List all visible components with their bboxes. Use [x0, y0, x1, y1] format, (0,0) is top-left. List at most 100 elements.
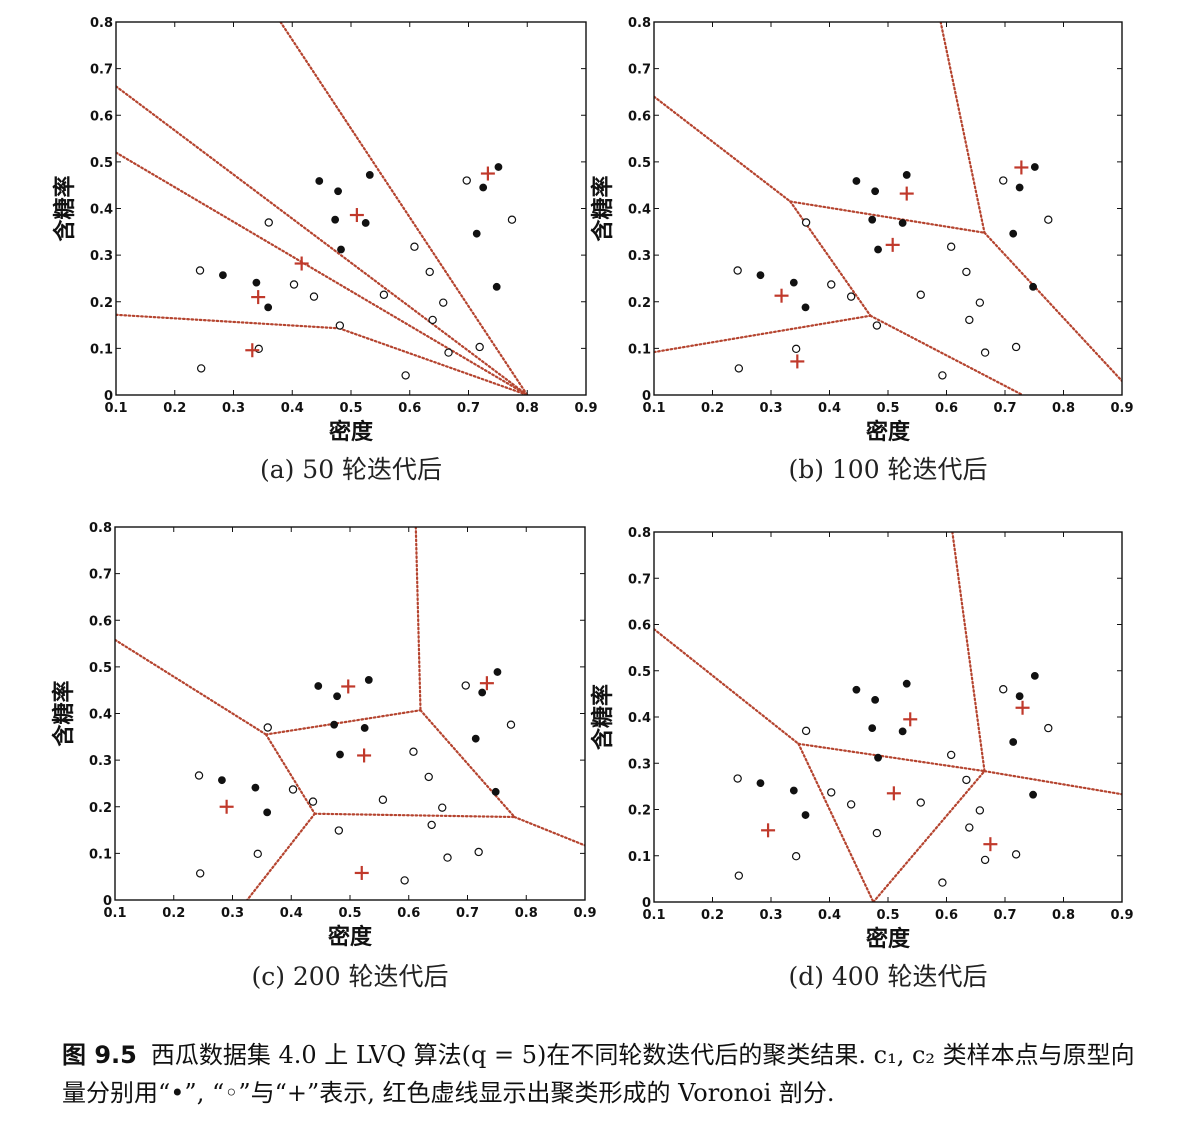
plot-frame [653, 531, 1123, 903]
x-tick-label: 0.7 [457, 401, 480, 416]
sample-point-c1 [462, 176, 471, 185]
sample-point-c1 [507, 215, 517, 224]
prototype-marker [774, 288, 789, 303]
sample-point-c1 [334, 826, 344, 835]
panel-title: (d) 400 轮迭代后 [788, 962, 987, 991]
y-tick-label: 0.2 [628, 804, 651, 819]
voronoi-edge [116, 151, 529, 395]
sample-point-c2 [868, 215, 877, 224]
sample-point-c1 [401, 371, 410, 380]
sample-point-c1 [965, 315, 974, 325]
prototype-marker [479, 676, 494, 691]
y-tick-label: 0.5 [628, 665, 651, 680]
sample-point-c1 [439, 298, 448, 307]
sample-point-c1 [379, 290, 389, 299]
sample-point-c2 [315, 177, 324, 185]
sample-point-c1 [734, 364, 744, 373]
x-tick-label: 0.6 [935, 401, 958, 416]
panel-title: (b) 100 轮迭代后 [788, 455, 987, 484]
y-tick-label: 0.3 [628, 757, 651, 772]
panel-title: (a) 50 轮迭代后 [260, 455, 442, 484]
x-tick-label: 0.4 [281, 401, 304, 416]
sample-point-c1 [194, 771, 204, 780]
sample-point-c2 [874, 245, 882, 254]
y-tick-label: 0 [103, 894, 112, 909]
sample-point-c1 [999, 176, 1008, 185]
sample-point-c2 [361, 219, 370, 227]
sample-point-c2 [252, 278, 261, 287]
x-tick-label: 0.4 [280, 906, 303, 921]
y-tick-label: 0.7 [628, 572, 651, 587]
voronoi-edge [983, 231, 1122, 383]
sample-point-c2 [479, 183, 488, 192]
x-tick-label: 0.9 [574, 401, 597, 416]
sample-point-c2 [478, 688, 487, 697]
prototype-marker [1014, 160, 1029, 175]
sample-point-c1 [1044, 723, 1053, 733]
voronoi-edge [338, 327, 529, 395]
sample-point-c2 [491, 787, 500, 796]
sample-point-c1 [427, 820, 436, 830]
y-tick-label: 0.1 [628, 342, 651, 357]
y-tick-label: 0.5 [89, 661, 112, 676]
voronoi-edge [414, 527, 422, 712]
sample-point-c1 [438, 803, 447, 812]
y-tick-label: 0.6 [89, 614, 112, 629]
y-tick-label: 0.5 [628, 156, 651, 171]
sample-point-c1 [965, 823, 974, 832]
voronoi-edge [115, 638, 268, 736]
caption-label: 图 9.5 [62, 1041, 137, 1069]
voronoi-edge [264, 709, 422, 736]
sample-point-c2 [331, 215, 340, 224]
sample-point-c2 [263, 808, 272, 817]
y-tick-label: 0.2 [89, 801, 112, 816]
voronoi-edge [116, 313, 341, 330]
x-tick-label: 0.3 [221, 906, 244, 921]
y-tick-label: 0.7 [90, 63, 113, 78]
voronoi-edge [419, 709, 516, 819]
sample-point-c2 [756, 779, 765, 788]
x-tick-label: 0.1 [642, 908, 665, 923]
voronoi-edge [513, 815, 585, 847]
sample-point-c1 [1011, 850, 1021, 859]
x-tick-label: 0.7 [993, 908, 1016, 923]
x-tick-label: 0.8 [1052, 908, 1075, 923]
sample-point-c1 [846, 800, 856, 809]
sample-point-c1 [791, 852, 801, 861]
voronoi-edge [264, 733, 316, 815]
x-tick-label: 0.2 [162, 906, 185, 921]
chart-panel-2: 0.1 0.2 0.3 0.4 0.5 0.6 0.7 0.8 0.900.10.20.30.4… [590, 16, 1134, 484]
sample-point-c1 [975, 298, 985, 307]
chart-panel-3: 0.1 0.2 0.3 0.4 0.5 0.6 0.7 0.8 0.900.10.20.30.4… [51, 521, 597, 991]
sample-point-c2 [333, 692, 341, 701]
sample-point-c2 [251, 783, 260, 792]
sample-point-c2 [871, 187, 880, 196]
sample-point-c1 [946, 750, 956, 760]
sample-point-c2 [364, 676, 373, 684]
prototype-marker [903, 712, 918, 727]
x-tick-label: 0.5 [876, 908, 899, 923]
x-tick-label: 0.8 [1052, 401, 1075, 416]
x-tick-label: 0.4 [818, 908, 841, 923]
x-tick-label: 0.9 [1110, 908, 1133, 923]
sample-point-c2 [493, 668, 502, 676]
sample-point-c1 [827, 280, 836, 289]
sample-point-c2 [264, 303, 273, 312]
x-tick-label: 0.7 [456, 906, 479, 921]
voronoi-edge [279, 22, 529, 395]
y-axis-label: 含糖率 [590, 684, 616, 750]
y-tick-label: 0.7 [89, 568, 112, 583]
y-tick-label: 0.3 [628, 249, 651, 264]
y-tick-label: 0.3 [90, 249, 113, 264]
x-tick-label: 0.3 [759, 908, 782, 923]
y-tick-label: 0.5 [90, 156, 113, 171]
figure: 0.1 0.2 0.3 0.4 0.5 0.6 0.7 0.8 0.9 0 0.1 0.2 0.3 0.4… [51, 16, 1134, 991]
sample-point-c1 [400, 876, 409, 885]
sample-point-c1 [474, 847, 483, 857]
prototype-marker [219, 799, 234, 814]
sample-point-c1 [264, 218, 273, 227]
sample-point-c1 [872, 828, 882, 838]
voronoi-edge [654, 628, 800, 745]
y-tick-label: 0.1 [628, 850, 651, 865]
sample-point-c1 [946, 242, 956, 251]
